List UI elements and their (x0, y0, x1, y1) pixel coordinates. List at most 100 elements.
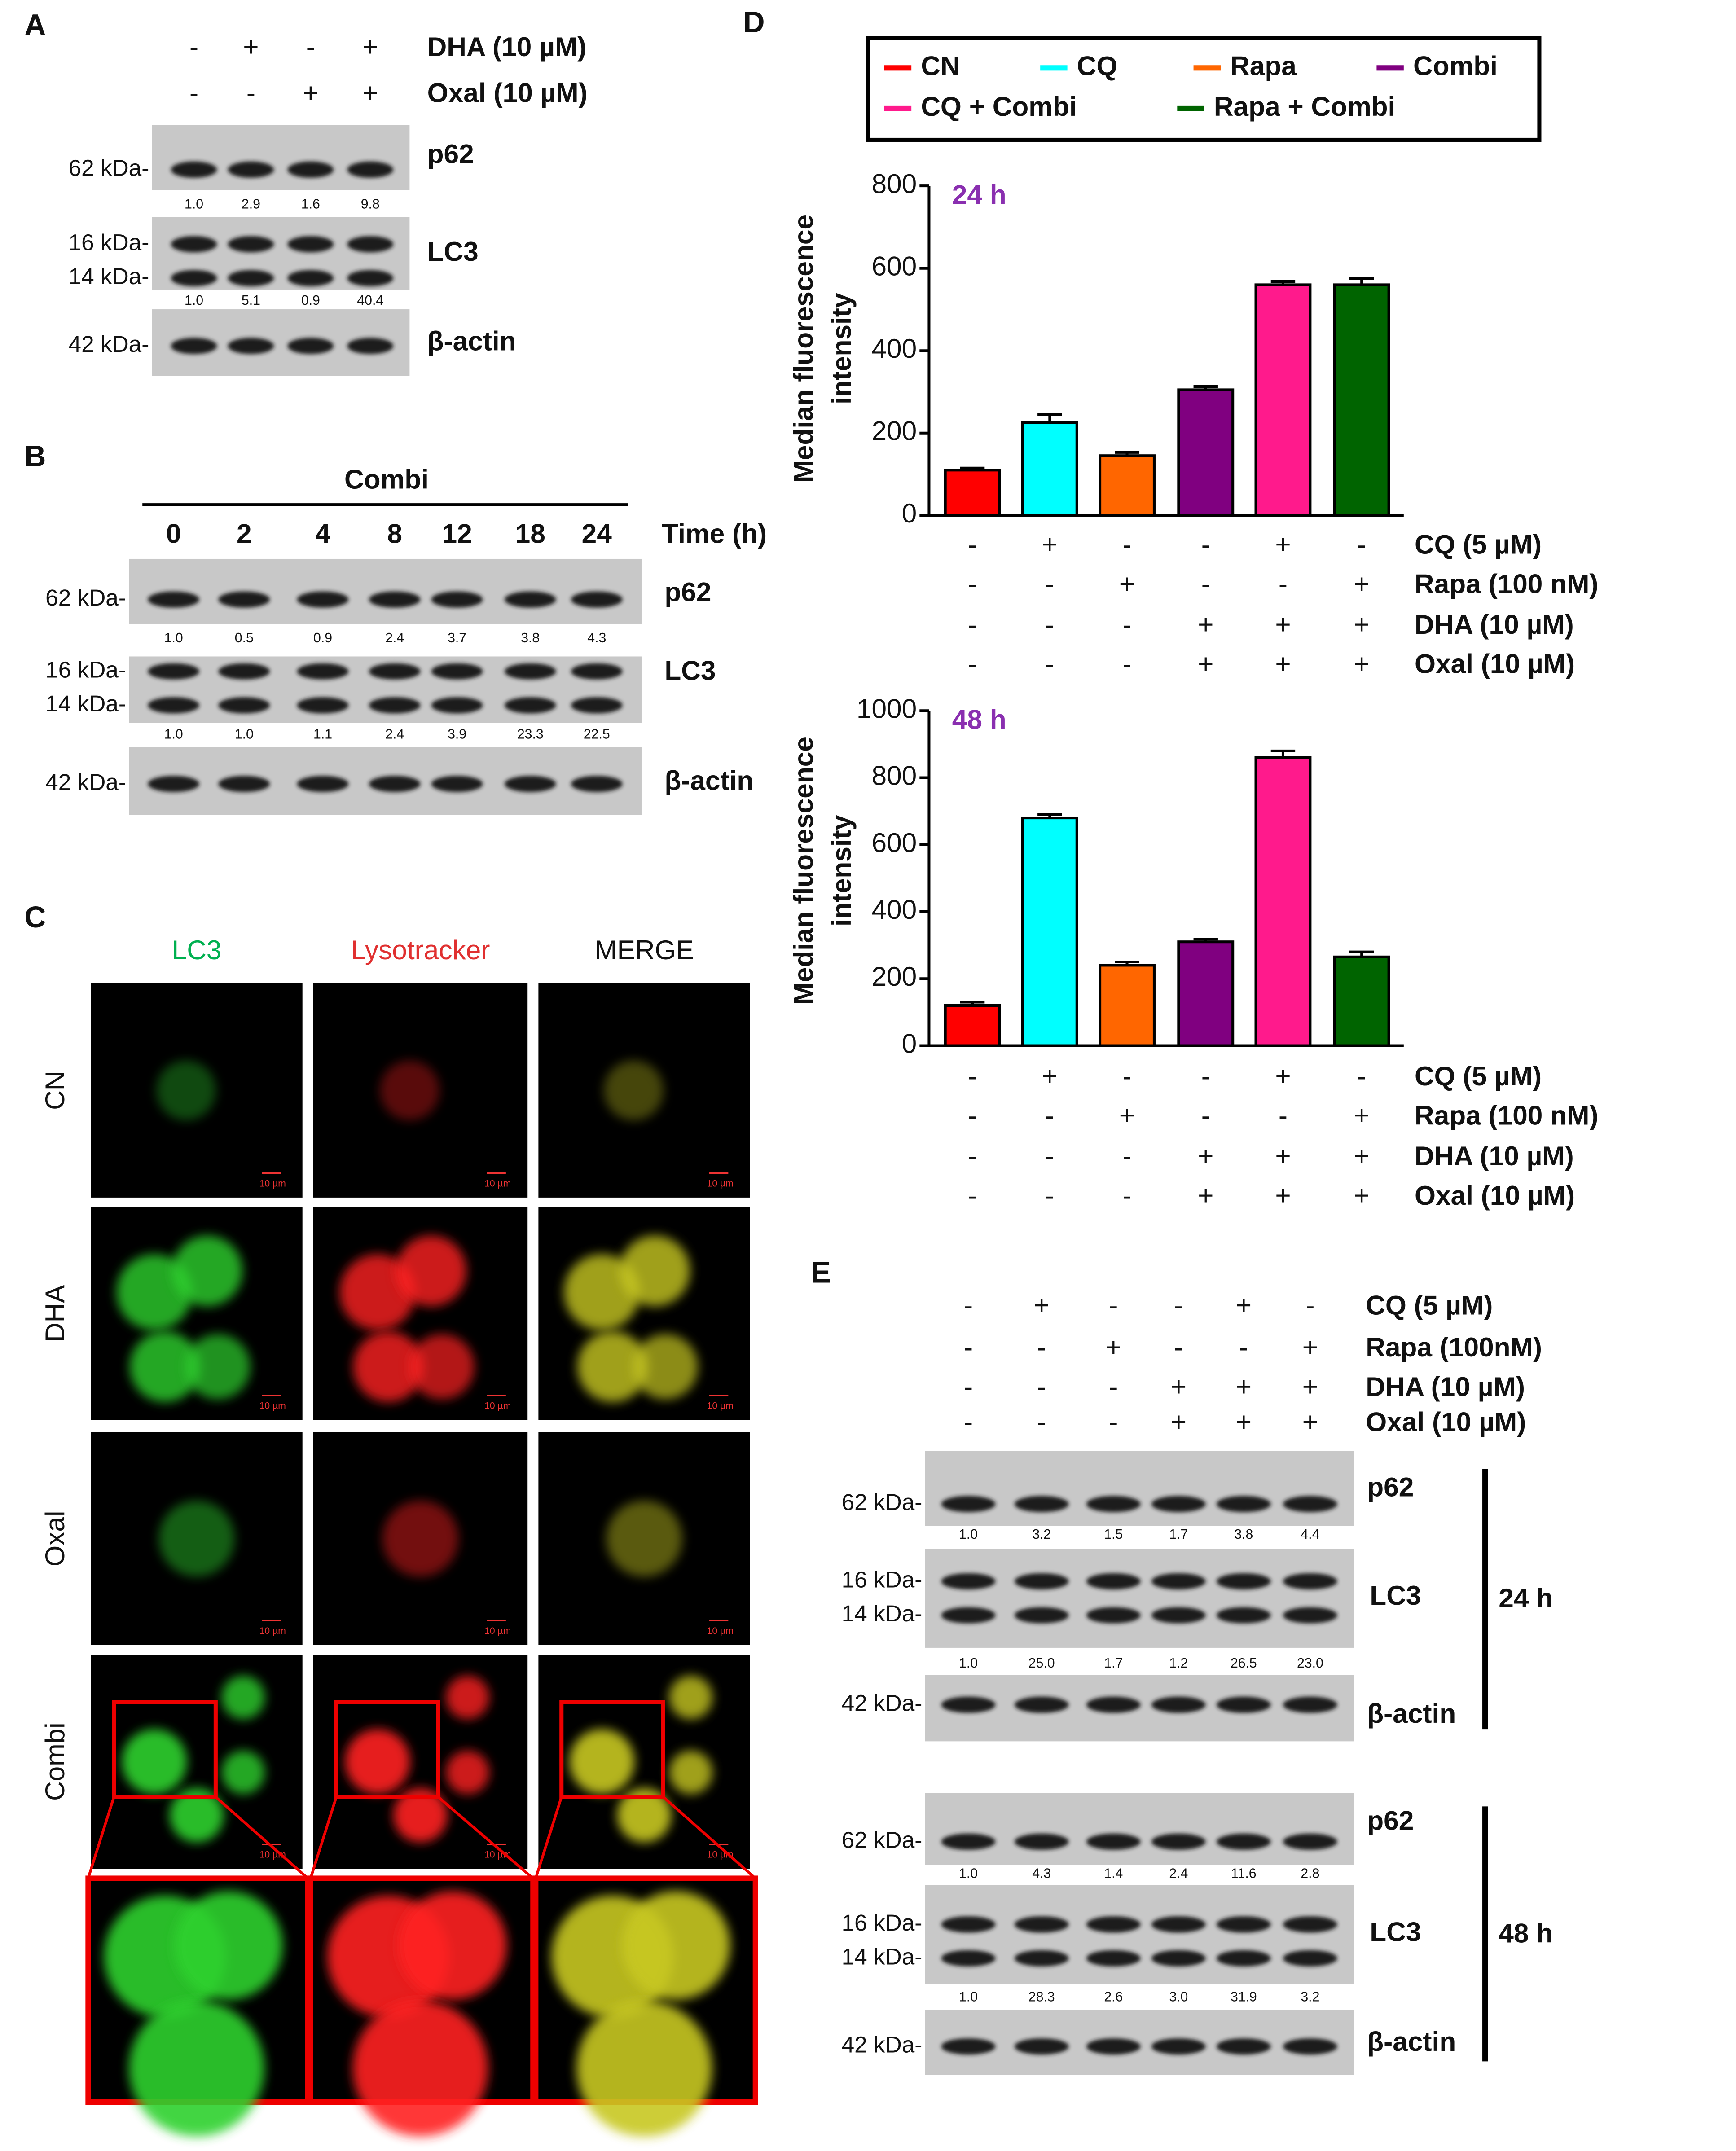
blot-band (148, 663, 200, 680)
quant-label: 3.7 (448, 631, 466, 645)
blot-band (1283, 1607, 1337, 1624)
treatment-sign: - (1201, 1061, 1210, 1091)
quant-label: 40.4 (357, 293, 383, 308)
error-bar (1037, 813, 1062, 818)
treatment-name: DHA (10 µM) (1415, 609, 1574, 640)
panel-label: B (24, 440, 46, 473)
blot-band (1151, 1696, 1206, 1713)
cell (409, 1334, 475, 1400)
cell (352, 2001, 488, 2137)
time-label: 18 (515, 518, 545, 549)
blot-band (347, 236, 394, 253)
blot-band (228, 161, 274, 178)
cell (669, 1676, 713, 1719)
treatment-sign: - (1045, 1100, 1054, 1131)
quant-label: 1.6 (301, 197, 320, 211)
treatment-name: DHA (10 µM) (1366, 1371, 1525, 1402)
y-axis-label: Median fluorescence (788, 215, 818, 483)
blot-band (941, 1573, 996, 1589)
bar (1254, 756, 1312, 1047)
bar (1177, 940, 1235, 1047)
marker-label: 42 kDa- (45, 769, 126, 795)
treatment-sign: - (1109, 1290, 1118, 1321)
treatment-name: DHA (10 µM) (1415, 1141, 1574, 1171)
treatment-sign: - (1279, 1100, 1288, 1131)
quant-label: 28.3 (1028, 1989, 1055, 2004)
blot-band (218, 663, 270, 680)
blot-band (218, 697, 270, 714)
treatment-sign: + (1302, 1371, 1318, 1402)
cell (129, 2001, 265, 2137)
blot-name: p62 (427, 139, 474, 169)
cell (174, 1891, 283, 2000)
treatment-sign: + (1198, 1180, 1213, 1211)
blot-band (1014, 1496, 1069, 1512)
quant-label: 3.2 (1032, 1527, 1051, 1542)
blot-band (347, 161, 394, 178)
blot-band (171, 161, 217, 178)
blot-membrane (129, 558, 642, 624)
blot-name: β-actin (1367, 1698, 1456, 1729)
blot-band (1086, 1916, 1141, 1933)
legend-label: Rapa (1230, 50, 1297, 81)
error-bar (1115, 960, 1139, 966)
blot-band (1216, 1696, 1271, 1713)
scale-bar-label: 10 µm (259, 1626, 286, 1636)
blot-band (218, 776, 270, 792)
marker-label: 62 kDa- (45, 585, 126, 610)
treatment-name: Oxal (10 µM) (1415, 649, 1575, 679)
bar (1099, 964, 1156, 1047)
quant-label: 26.5 (1231, 1656, 1257, 1671)
column-header: LC3 (172, 935, 222, 965)
blot-band (1014, 1916, 1069, 1933)
quant-label: 2.8 (1301, 1866, 1319, 1881)
treatment-sign: - (1045, 609, 1054, 640)
blot-name: p62 (1367, 1471, 1414, 1502)
quant-label: 4.4 (1301, 1527, 1319, 1542)
panel-label: C (24, 901, 46, 934)
chart-annotation: 24 h (952, 179, 1006, 210)
blot-membrane (925, 1451, 1354, 1526)
blot-band (1151, 1607, 1206, 1624)
quant-label: 3.8 (1234, 1527, 1253, 1542)
treatment-sign: - (306, 31, 315, 62)
bar (1254, 283, 1312, 517)
zoom-box (112, 1700, 218, 1799)
treatment-sign: + (1119, 568, 1135, 599)
blot-band (504, 697, 556, 714)
blot-band (228, 236, 274, 253)
blot-band (1014, 1950, 1069, 1967)
legend-label: Combi (1413, 50, 1498, 81)
error-bar (1193, 938, 1218, 942)
treatment-name: Rapa (100nM) (1366, 1332, 1542, 1362)
treatment-sign: - (1045, 568, 1054, 599)
cell (172, 1235, 243, 1306)
treatment-sign: + (1198, 609, 1213, 640)
cell (345, 1729, 410, 1795)
cell (617, 1788, 672, 1843)
bar (1021, 421, 1078, 517)
row-label: DHA (40, 1285, 70, 1342)
treatment-sign: - (968, 529, 977, 560)
blot-band (941, 1496, 996, 1512)
cell (158, 1501, 235, 1577)
treatment-sign: - (1109, 1371, 1118, 1402)
blot-name: LC3 (1370, 1916, 1421, 1947)
cell (576, 2001, 712, 2137)
bar (1021, 817, 1078, 1047)
cell (393, 1788, 448, 1843)
blot-band (431, 663, 483, 680)
blot-band (171, 236, 217, 253)
treatment-sign: + (1354, 1100, 1370, 1131)
cell (129, 1331, 200, 1402)
blot-band (1014, 1833, 1069, 1850)
blot-name: β-actin (1367, 2026, 1456, 2057)
blot-band (1283, 1916, 1337, 1933)
time-label: 24 (582, 518, 612, 549)
treatment-sign: - (189, 78, 198, 108)
treatment-sign: - (1122, 1141, 1131, 1171)
blot-band (369, 776, 421, 792)
legend-label: CN (921, 50, 960, 81)
blot-band (1014, 1607, 1069, 1624)
treatment-sign: + (1171, 1406, 1187, 1437)
